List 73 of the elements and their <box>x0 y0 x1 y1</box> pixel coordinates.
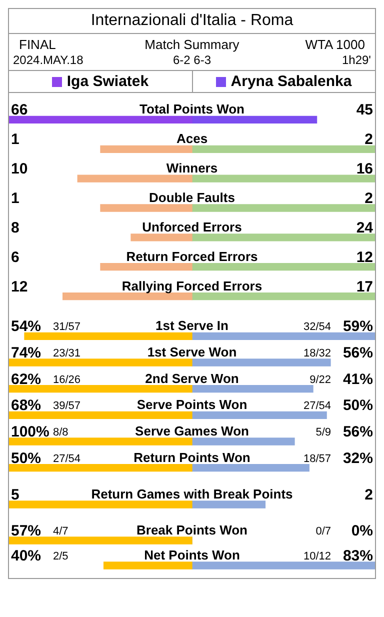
text: 31/57 <box>53 321 81 334</box>
data-label: 83% <box>342 548 373 564</box>
category-label: Double Faults <box>149 190 235 205</box>
data-label: 5 <box>11 486 20 504</box>
data-label: 2 <box>364 131 373 148</box>
data-label: 1 <box>11 131 20 148</box>
data-label: 56% <box>342 424 373 440</box>
data-label: 17 <box>356 278 373 296</box>
text: Match Summary <box>144 37 240 52</box>
data-label: 32% <box>342 450 373 467</box>
data-label: 50% <box>11 450 42 467</box>
category-label: Winners <box>166 160 218 176</box>
text: 2024.MAY.18 <box>13 53 84 67</box>
data-label: 24 <box>356 219 374 236</box>
data-label: 41% <box>342 370 373 388</box>
text: 4/7 <box>53 526 68 538</box>
category-label: Total Points Won <box>140 102 245 117</box>
data-label: 8 <box>11 219 20 236</box>
category-label: 1st Serve In <box>156 318 229 334</box>
category-label: Return Points Won <box>134 450 250 465</box>
data-label: 2 <box>364 486 373 504</box>
category-label: Rallying Forced Errors <box>122 278 262 294</box>
text: WTA 1000 <box>304 37 365 52</box>
category-label: Return Games with Break Points <box>91 486 293 502</box>
text: 1h29' <box>340 53 371 67</box>
category-label: 1st Serve Won <box>147 344 237 360</box>
text: 10/12 <box>303 550 331 562</box>
text: 6-2 6-3 <box>172 53 212 67</box>
data-label: 54% <box>11 318 42 336</box>
data-label: 74% <box>11 344 42 362</box>
data-label: 57% <box>11 522 42 540</box>
data-label: 2 <box>364 190 373 207</box>
category-label: Return Forced Errors <box>126 248 258 264</box>
category-label: Serve Games Won <box>135 424 250 438</box>
data-label: 12 <box>11 278 28 296</box>
category-label: Aces <box>176 131 208 146</box>
data-label: 45 <box>356 102 373 119</box>
text: 18/32 <box>303 348 331 360</box>
text: 9/22 <box>310 374 331 386</box>
text: Internazionali d'Italia - Roma <box>9 9 375 34</box>
data-label: 56% <box>342 344 373 362</box>
data-label: 68% <box>11 397 42 414</box>
data-label: 66 <box>11 102 28 119</box>
data-label: 40% <box>11 548 42 564</box>
category-label: Unforced Errors <box>142 219 242 234</box>
data-label: 10 <box>11 160 28 178</box>
category-label: Serve Points Won <box>136 397 248 412</box>
data-label: 100% <box>11 424 50 440</box>
data-label: 16 <box>356 160 373 178</box>
text: FINAL <box>19 37 57 52</box>
text: 0/7 <box>316 526 331 538</box>
text: 18/57 <box>303 452 331 465</box>
data-label: 1 <box>11 190 20 207</box>
category-label: Break Points Won <box>136 522 248 538</box>
text: 2/5 <box>53 550 68 562</box>
category-label: 2nd Serve Won <box>145 370 239 386</box>
category-label: Net Points Won <box>144 548 240 562</box>
data-label: 50% <box>342 397 373 414</box>
legend-label: Aryna Sabalenka <box>230 73 352 90</box>
text: 39/57 <box>53 400 81 412</box>
data-label: 12 <box>356 248 373 266</box>
text: 23/31 <box>53 348 81 360</box>
text: 27/54 <box>303 400 331 412</box>
legend-label: Iga Swiatek <box>66 73 149 90</box>
text: 16/26 <box>53 374 81 386</box>
data-label: 59% <box>342 318 373 336</box>
data-label: 62% <box>11 370 42 388</box>
text: 8/8 <box>53 426 68 438</box>
data-label: 0% <box>351 522 373 540</box>
data-label: 6 <box>11 248 20 266</box>
text: 5/9 <box>316 426 331 438</box>
text: 27/54 <box>53 452 81 465</box>
text: 32/54 <box>303 321 331 334</box>
